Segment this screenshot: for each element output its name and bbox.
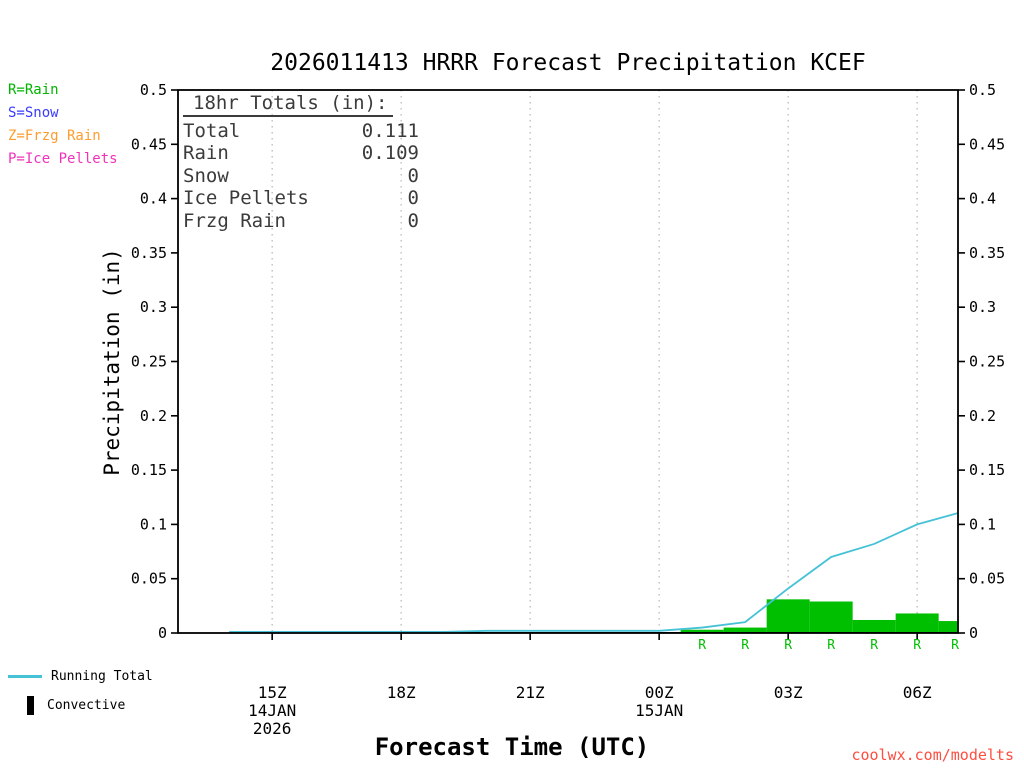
- svg-text:0.35: 0.35: [131, 244, 167, 262]
- totals-value: 0: [407, 209, 419, 232]
- legend-item-ice-pellets: P=Ice Pellets: [8, 151, 118, 167]
- running-total-line: [229, 512, 958, 633]
- totals-row-rain: Rain 0.109: [183, 142, 419, 165]
- gridlines: [271, 90, 918, 633]
- svg-text:R: R: [741, 638, 749, 653]
- totals-label: Ice Pellets: [183, 187, 309, 209]
- ptype-legend: R=Rain S=Snow Z=Frzg Rain P=Ice Pellets: [8, 79, 118, 171]
- svg-text:0.2: 0.2: [969, 407, 996, 425]
- totals-label: Rain: [183, 142, 229, 164]
- svg-text:0.25: 0.25: [969, 353, 1005, 371]
- legend-item-frzg-rain: Z=Frzg Rain: [8, 128, 101, 144]
- totals-value: 0.111: [361, 119, 419, 142]
- rain-bars: [680, 599, 958, 633]
- legend-item-rain: R=Rain: [8, 82, 59, 98]
- svg-text:0.1: 0.1: [969, 515, 996, 533]
- svg-text:0.2: 0.2: [140, 407, 167, 425]
- svg-text:R: R: [870, 638, 878, 653]
- svg-text:0.05: 0.05: [131, 570, 167, 588]
- totals-value: 0.109: [361, 142, 419, 164]
- svg-text:06Z: 06Z: [903, 683, 932, 702]
- svg-text:0.3: 0.3: [969, 298, 996, 316]
- convective-label: Convective: [47, 698, 126, 713]
- svg-text:18Z: 18Z: [387, 683, 416, 702]
- svg-text:0.5: 0.5: [140, 81, 167, 99]
- y-axis: 0 00.05 0.050.1 0.10.15 0.150.2 0.20.25 0.250.…: [131, 81, 1005, 642]
- totals-row-ice-pellets: Ice Pellets 0: [183, 187, 419, 210]
- svg-text:R: R: [827, 638, 835, 653]
- running-total-swatch: [8, 675, 42, 678]
- totals-header: 18hr Totals (in):: [183, 92, 394, 117]
- svg-text:0.25: 0.25: [131, 353, 167, 371]
- svg-text:0.15: 0.15: [969, 461, 1005, 479]
- svg-text:0.4: 0.4: [969, 190, 996, 208]
- svg-text:R: R: [698, 638, 706, 653]
- svg-text:0.3: 0.3: [140, 298, 167, 316]
- svg-text:0.45: 0.45: [131, 135, 167, 153]
- svg-text:0: 0: [158, 624, 167, 642]
- svg-text:0.1: 0.1: [140, 515, 167, 533]
- totals-label: Snow: [183, 164, 229, 187]
- svg-text:R: R: [951, 638, 959, 653]
- chart-title: 2026011413 HRRR Forecast Precipitation K…: [270, 50, 866, 76]
- totals-label: Frzg Rain: [183, 209, 286, 232]
- svg-text:0: 0: [969, 624, 978, 642]
- totals-row-frzg-rain: Frzg Rain 0: [183, 210, 419, 233]
- totals-value: 0: [407, 187, 419, 209]
- y-axis-title: Precipitation (in): [100, 248, 124, 476]
- legend-item-snow: S=Snow: [8, 105, 59, 121]
- svg-text:14JAN: 14JAN: [248, 701, 296, 720]
- svg-text:0.15: 0.15: [131, 461, 167, 479]
- legend-convective: Convective: [27, 696, 125, 715]
- convective-swatch: [27, 696, 34, 715]
- svg-text:0.05: 0.05: [969, 570, 1005, 588]
- svg-text:R: R: [784, 638, 792, 653]
- svg-text:0.5: 0.5: [969, 81, 996, 99]
- svg-text:0.45: 0.45: [969, 135, 1005, 153]
- svg-text:21Z: 21Z: [516, 683, 545, 702]
- totals-row-snow: Snow 0: [183, 165, 419, 188]
- running-total-label: Running Total: [51, 669, 153, 684]
- totals-box: 18hr Totals (in): Total 0.111 Rain 0.109…: [183, 92, 419, 232]
- svg-text:0.35: 0.35: [969, 244, 1005, 262]
- totals-value: 0: [407, 164, 419, 187]
- svg-text:15JAN: 15JAN: [635, 701, 683, 720]
- svg-text:15Z: 15Z: [258, 683, 287, 702]
- totals-row-total: Total 0.111: [183, 120, 419, 143]
- svg-text:2026: 2026: [253, 719, 292, 738]
- svg-text:0.4: 0.4: [140, 190, 167, 208]
- svg-text:03Z: 03Z: [774, 683, 803, 702]
- totals-label: Total: [183, 119, 241, 142]
- watermark: coolwx.com/modelts: [851, 746, 1014, 764]
- svg-text:R: R: [913, 638, 921, 653]
- legend-running-total: Running Total: [8, 669, 153, 684]
- svg-text:00Z: 00Z: [645, 683, 674, 702]
- x-axis-title: Forecast Time (UTC): [374, 733, 650, 761]
